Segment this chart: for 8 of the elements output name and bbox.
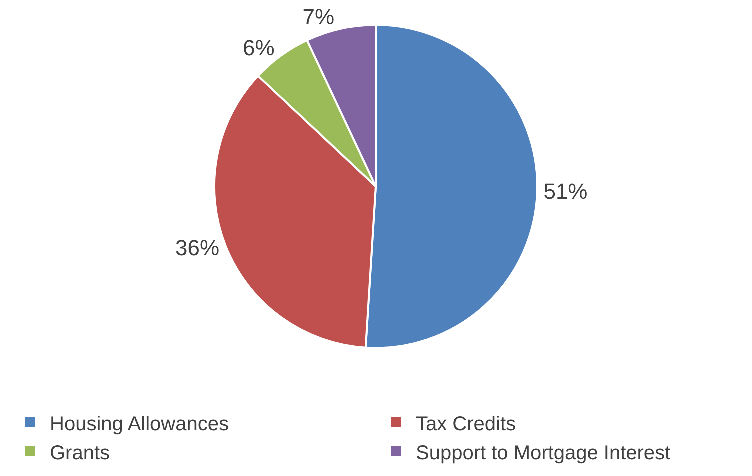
legend-label: Grants bbox=[50, 442, 110, 464]
legend-label: Support to Mortgage Interest bbox=[416, 442, 672, 464]
legend-label: Tax Credits bbox=[416, 413, 516, 436]
data-label: 51% bbox=[544, 179, 588, 204]
data-label: 7% bbox=[302, 4, 335, 30]
data-label: 36% bbox=[176, 235, 220, 260]
legend-label: Housing Allowances bbox=[50, 413, 229, 436]
data-label: 6% bbox=[243, 35, 275, 60]
